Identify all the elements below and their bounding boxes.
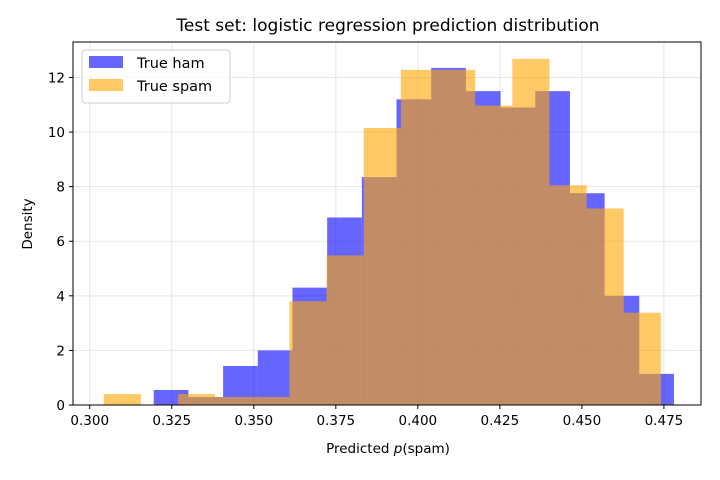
histogram-bar: [103, 394, 141, 405]
legend-label: True ham: [136, 56, 205, 72]
x-axis-label: Predicted p(spam): [326, 441, 450, 457]
x-label-variable: p: [393, 441, 403, 457]
x-tick-label: 0.325: [152, 413, 191, 429]
legend: True ham True spam: [81, 49, 231, 104]
y-axis-ticks: 0 2 4 6 8 10 12: [48, 70, 73, 414]
axes-frame: [72, 41, 702, 406]
y-tick-label: 12: [48, 70, 65, 86]
legend-label: True spam: [136, 79, 212, 95]
x-tick-label: 0.450: [563, 413, 602, 429]
histogram-bar: [623, 312, 661, 405]
histogram-bars: [103, 58, 674, 406]
series-true-spam: [103, 58, 661, 405]
x-tick-label: 0.350: [234, 413, 273, 429]
x-tick-label: 0.400: [399, 413, 438, 429]
histogram-bar: [252, 397, 290, 405]
y-tick-label: 6: [56, 234, 65, 250]
y-tick-label: 0: [56, 398, 65, 414]
histogram-bar: [438, 69, 476, 405]
x-label-prefix: Predicted: [326, 441, 394, 457]
y-tick-label: 2: [56, 343, 65, 359]
histogram-bar: [289, 301, 327, 405]
y-tick-label: 4: [56, 289, 65, 305]
histogram-bar: [178, 394, 216, 405]
x-tick-label: 0.375: [316, 413, 355, 429]
histogram-bar: [215, 397, 253, 405]
x-tick-label: 0.300: [70, 413, 109, 429]
histogram-bar: [549, 185, 587, 405]
x-tick-label: 0.425: [481, 413, 520, 429]
histogram-bar: [257, 350, 293, 405]
x-label-suffix: (spam): [402, 441, 450, 457]
histogram-bar: [586, 208, 624, 405]
y-axis-label: Density: [20, 198, 36, 249]
y-tick-label: 10: [48, 125, 65, 141]
histogram-bar: [512, 58, 550, 405]
histogram-bar: [475, 105, 513, 405]
x-axis-ticks: 0.300 0.325 0.350 0.375 0.400 0.425 0.450 0.475: [70, 405, 683, 429]
histogram-bar: [400, 69, 439, 405]
x-tick-label: 0.475: [645, 413, 684, 429]
chart-title: Test set: logistic regression prediction…: [175, 16, 599, 36]
histogram-bar: [363, 127, 401, 405]
legend-swatch: [89, 79, 123, 91]
histogram-bar: [326, 255, 364, 405]
legend-swatch: [89, 56, 123, 68]
y-tick-label: 8: [56, 180, 65, 196]
